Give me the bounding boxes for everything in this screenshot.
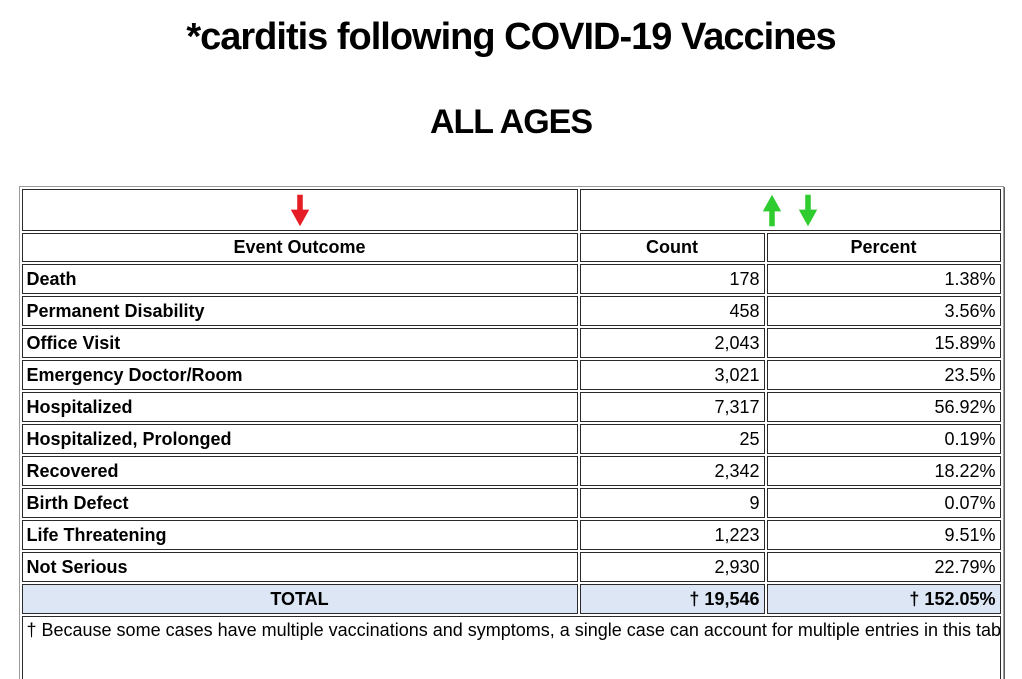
percent-cell: 22.79% (766, 552, 1001, 582)
outcome-cell: Birth Defect (21, 488, 578, 518)
percent-cell: 9.51% (766, 520, 1001, 550)
outcome-cell: Life Threatening (21, 520, 578, 550)
count-cell: 7,317 (579, 392, 765, 422)
total-percent: † 152.05% (766, 584, 1001, 614)
count-cell: 178 (579, 264, 765, 294)
table-row: Recovered 2,342 18.22% (21, 456, 1001, 486)
count-cell: 9 (579, 488, 765, 518)
column-header-percent: Percent (766, 233, 1001, 262)
percent-cell: 3.56% (766, 296, 1001, 326)
outcome-cell: Not Serious (21, 552, 578, 582)
table-row: Emergency Doctor/Room 3,021 23.5% (21, 360, 1001, 390)
outcome-cell: Office Visit (21, 328, 578, 358)
count-cell: 3,021 (579, 360, 765, 390)
page-subtitle: ALL AGES (429, 103, 593, 141)
green-up-arrow-shape (762, 194, 782, 226)
column-header-event-outcome: Event Outcome (21, 233, 578, 262)
total-label: TOTAL (21, 584, 578, 614)
page-title: *carditis following COVID-19 Vaccines (186, 16, 836, 58)
value-sort-cell (579, 189, 1001, 231)
outcome-sort-cell (21, 189, 578, 231)
table-row: Life Threatening 1,223 9.51% (21, 520, 1001, 550)
table-row: Not Serious 2,930 22.79% (21, 552, 1001, 582)
red-down-arrow-shape (290, 194, 309, 226)
red-down-arrow-icon[interactable] (288, 193, 312, 228)
count-cell: 2,342 (579, 456, 765, 486)
count-cell: 1,223 (579, 520, 765, 550)
total-count: † 19,546 (579, 584, 765, 614)
table-row: Hospitalized, Prolonged 25 0.19% (21, 424, 1001, 454)
outcome-cell: Emergency Doctor/Room (21, 360, 578, 390)
sort-row (21, 189, 1001, 231)
total-row: TOTAL † 19,546 † 152.05% (21, 584, 1001, 614)
percent-cell: 15.89% (766, 328, 1001, 358)
count-cell: 2,043 (579, 328, 765, 358)
results-table: Event Outcome Count Percent Death 178 1.… (18, 186, 1004, 679)
outcome-cell: Recovered (21, 456, 578, 486)
percent-cell: 0.07% (766, 488, 1001, 518)
count-cell: 25 (579, 424, 765, 454)
footnote-row: † Because some cases have multiple vacci… (21, 616, 1001, 679)
outcome-cell: Hospitalized (21, 392, 578, 422)
table-row: Death 178 1.38% (21, 264, 1001, 294)
outcome-cell: Permanent Disability (21, 296, 578, 326)
count-cell: 2,930 (579, 552, 765, 582)
percent-cell: 56.92% (766, 392, 1001, 422)
percent-cell: 18.22% (766, 456, 1001, 486)
green-down-arrow-icon[interactable] (796, 193, 820, 228)
percent-cell: 23.5% (766, 360, 1001, 390)
column-header-count: Count (579, 233, 765, 262)
green-up-arrow-icon[interactable] (760, 193, 784, 228)
percent-cell: 0.19% (766, 424, 1001, 454)
outcome-cell: Death (21, 264, 578, 294)
percent-cell: 1.38% (766, 264, 1001, 294)
header-row: Event Outcome Count Percent (21, 233, 1001, 262)
table-row: Office Visit 2,043 15.89% (21, 328, 1001, 358)
footnote: † Because some cases have multiple vacci… (21, 616, 1001, 679)
table-row: Birth Defect 9 0.07% (21, 488, 1001, 518)
count-cell: 458 (579, 296, 765, 326)
green-down-arrow-shape (798, 194, 818, 226)
table-row: Permanent Disability 458 3.56% (21, 296, 1001, 326)
outcome-cell: Hospitalized, Prolonged (21, 424, 578, 454)
table-row: Hospitalized 7,317 56.92% (21, 392, 1001, 422)
